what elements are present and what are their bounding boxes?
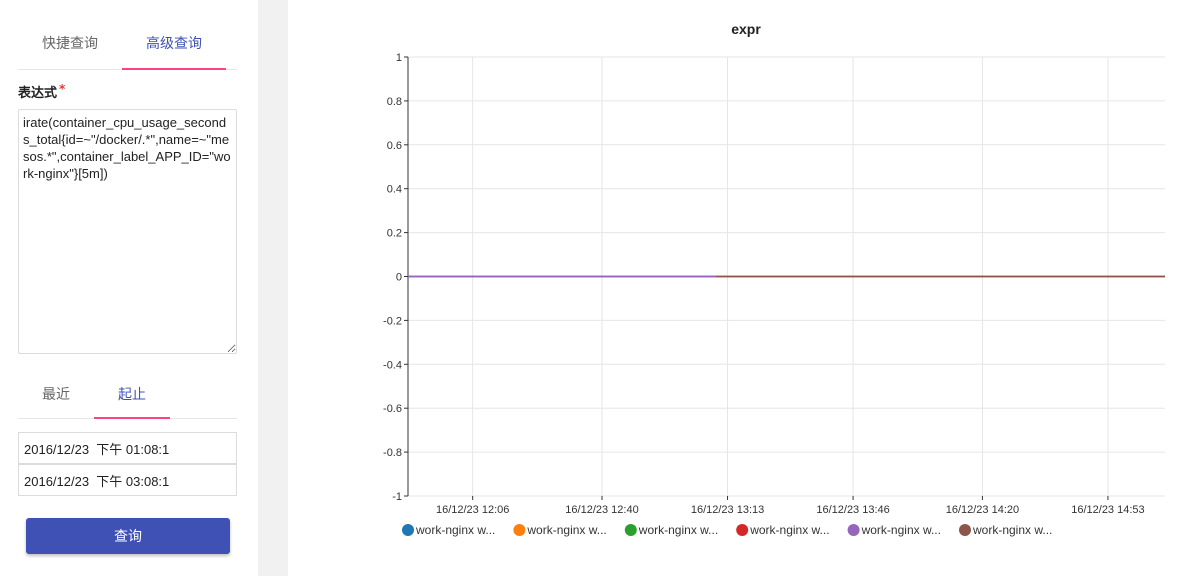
chart-legend[interactable]: work-nginx w... work-nginx w... work-nginx…: [402, 523, 1052, 537]
legend-item[interactable]: work-nginx w...: [513, 523, 607, 537]
query-mode-tabs: 快捷查询 高级查询: [18, 18, 237, 70]
legend-swatch: [624, 524, 637, 536]
legend-label: work-nginx w...: [638, 523, 718, 537]
tab-advanced-query[interactable]: 高级查询: [122, 18, 226, 70]
legend-label: work-nginx w...: [749, 523, 829, 537]
start-time-input[interactable]: [18, 432, 237, 464]
legend-swatch: [959, 524, 971, 536]
x-tick-label: 16/12/23 12:40: [565, 504, 638, 516]
y-tick-label: 1: [396, 52, 402, 64]
tab-quick-query[interactable]: 快捷查询: [18, 18, 122, 69]
legend-label: work-nginx w...: [972, 523, 1052, 537]
x-tick-label: 16/12/23 14:20: [946, 504, 1019, 516]
time-mode-tabs: 最近 起止: [18, 376, 237, 419]
y-tick-label: 0.8: [387, 96, 402, 108]
y-tick-label: 0: [396, 272, 402, 284]
expression-input[interactable]: [18, 109, 237, 354]
legend-item[interactable]: work-nginx w...: [624, 523, 718, 537]
required-mark: *: [59, 82, 66, 96]
legend-label: work-nginx w...: [415, 523, 495, 537]
panel-divider: [258, 0, 288, 576]
active-time-tab-indicator: [94, 417, 170, 419]
legend-item[interactable]: work-nginx w...: [847, 523, 941, 537]
end-time-input[interactable]: [18, 464, 237, 496]
tab-advanced-query-label: 高级查询: [146, 36, 202, 52]
tab-recent[interactable]: 最近: [18, 376, 94, 418]
tab-quick-query-label: 快捷查询: [42, 36, 98, 52]
legend-swatch: [736, 524, 749, 536]
y-tick-label: 0.2: [387, 228, 402, 240]
legend-item[interactable]: work-nginx w...: [959, 523, 1052, 537]
legend-label: work-nginx w...: [526, 523, 606, 537]
tab-range-label: 起止: [118, 387, 146, 403]
chart-panel: expr 1 0.8 0.6 0.4 0.2 0 -0.2 -0.4 -0.6 -0.8 -1 16/…: [288, 0, 1198, 576]
y-tick-label: -0.6: [383, 403, 402, 415]
y-tick-label: -0.8: [383, 447, 402, 459]
y-tick-label: 0.6: [387, 140, 402, 152]
legend-swatch: [847, 524, 860, 536]
x-tick-label: 16/12/23 13:46: [816, 504, 889, 516]
legend-swatch: [402, 524, 414, 536]
x-tick-label: 16/12/23 14:53: [1071, 504, 1144, 516]
tab-range[interactable]: 起止: [94, 376, 170, 419]
active-tab-indicator: [122, 68, 226, 70]
query-button[interactable]: 查询: [26, 518, 230, 554]
chart-axes: 1 0.8 0.6 0.4 0.2 0 -0.2 -0.4 -0.6 -0.8 -1 16/12/23…: [383, 52, 1145, 516]
x-tick-label: 16/12/23 12:06: [436, 504, 509, 516]
legend-swatch: [513, 524, 526, 536]
chart-title: expr: [731, 21, 761, 37]
x-tick-label: 16/12/23 13:13: [691, 504, 764, 516]
legend-item[interactable]: work-nginx w...: [402, 523, 495, 537]
expression-label-text: 表达式: [18, 86, 58, 101]
expression-label: 表达式 *: [18, 82, 65, 101]
legend-label: work-nginx w...: [861, 523, 941, 537]
line-chart: expr 1 0.8 0.6 0.4 0.2 0 -0.2 -0.4 -0.6 -0.8 -1 16/…: [383, 21, 1165, 537]
y-tick-label: -0.4: [383, 359, 402, 371]
y-tick-label: -0.2: [383, 315, 402, 327]
y-tick-label: 0.4: [387, 184, 402, 196]
y-tick-label: -1: [392, 491, 402, 503]
legend-item[interactable]: work-nginx w...: [736, 523, 830, 537]
tab-recent-label: 最近: [42, 387, 70, 403]
query-panel: 快捷查询 高级查询 表达式* 最近 起止 查询: [0, 0, 258, 576]
